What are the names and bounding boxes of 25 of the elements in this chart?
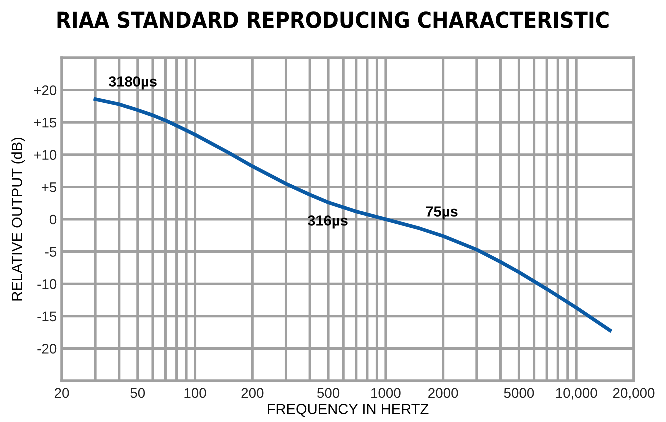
annotation: 316µs [308, 216, 348, 229]
y-axis-title: RELATIVE OUTPUT (dB) [12, 138, 26, 301]
y-tick-label: -15 [38, 312, 57, 322]
x-tick-label: 20,000 [613, 388, 655, 400]
x-tick-label: 500 [318, 388, 340, 398]
x-tick-label: 20 [54, 388, 70, 398]
x-tick-label: 5000 [504, 388, 534, 398]
annotation: 3180µs [108, 76, 157, 90]
x-tick-label: 200 [242, 388, 264, 398]
y-tick-label: +15 [34, 118, 57, 128]
y-tick-label: +20 [34, 86, 57, 96]
y-tick-label: -10 [38, 279, 57, 290]
chart-title: RIAA STANDARD REPRODUCING CHARACTERISTIC [58, 12, 609, 28]
y-tick-label: +10 [34, 150, 57, 160]
y-tick-label: 0 [50, 214, 57, 225]
x-tick-label: 100 [184, 388, 206, 398]
x-tick-label: 2000 [428, 388, 458, 398]
annotation: 75µs [426, 206, 458, 220]
x-tick-label: 1000 [372, 388, 401, 398]
x-axis-title: FREQUENCY IN HERTZ [268, 404, 429, 417]
x-tick-label: 50 [130, 388, 146, 398]
y-tick-label: +5 [42, 182, 57, 192]
y-tick-label: -20 [38, 344, 57, 354]
y-tick-label: -5 [45, 247, 57, 257]
x-tick-label: 10,000 [556, 388, 598, 400]
